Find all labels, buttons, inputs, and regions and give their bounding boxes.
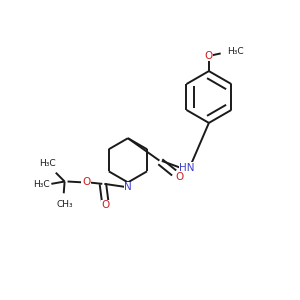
Text: H₃C: H₃C xyxy=(39,159,55,168)
Text: H₃C: H₃C xyxy=(227,47,244,56)
Text: CH₃: CH₃ xyxy=(56,200,73,209)
Text: O: O xyxy=(204,51,212,61)
Text: H₃C: H₃C xyxy=(33,180,50,189)
Text: O: O xyxy=(175,172,184,182)
Text: O: O xyxy=(82,177,90,187)
Text: HN: HN xyxy=(179,163,195,173)
Text: N: N xyxy=(124,182,132,192)
Text: O: O xyxy=(102,200,110,210)
